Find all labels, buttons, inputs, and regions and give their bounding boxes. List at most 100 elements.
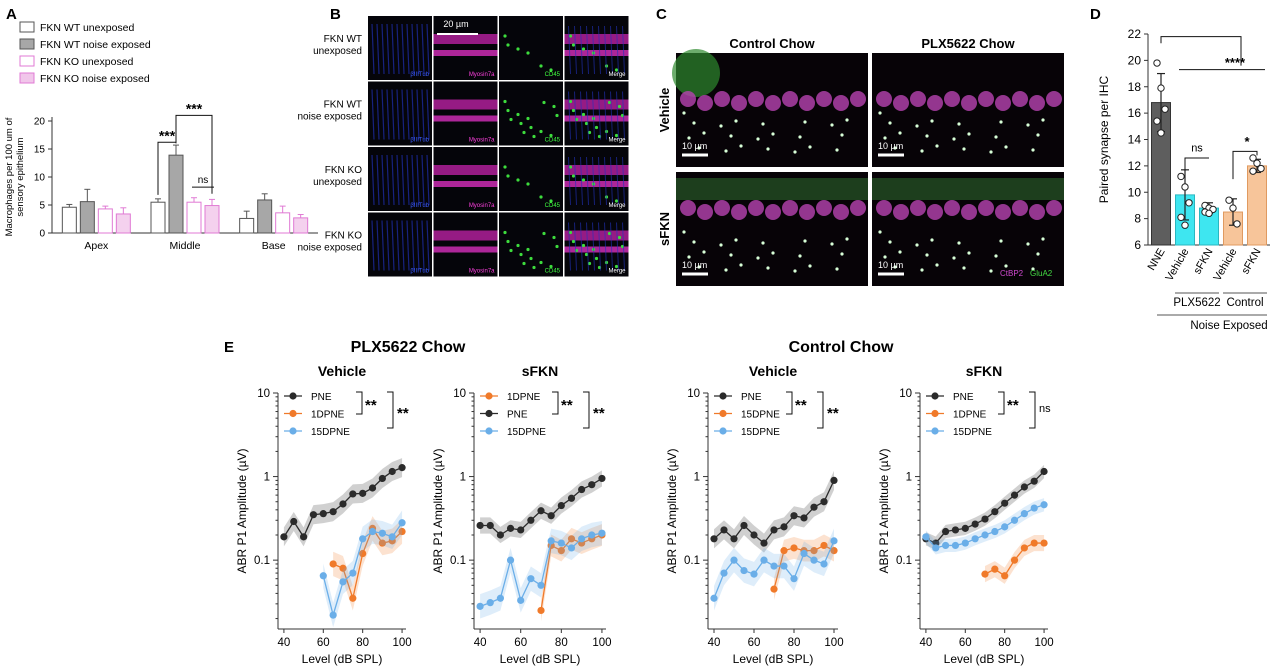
data-point <box>359 489 367 497</box>
cd45-cell <box>552 235 556 240</box>
group-label: PLX5622 <box>1173 297 1220 309</box>
hair-cell-row <box>564 230 629 241</box>
data-point <box>1233 220 1241 228</box>
data-point <box>820 560 828 568</box>
error-band <box>925 498 1045 555</box>
x-tick-label: 40 <box>708 637 721 649</box>
data-point <box>1177 172 1185 181</box>
tubulin-fiber <box>406 23 410 75</box>
synapse-puncta <box>930 238 934 242</box>
ihc-nucleus <box>961 204 977 220</box>
y-tick-label: 1 <box>264 472 270 484</box>
tubulin-fiber <box>426 220 430 271</box>
x-axis-label: Level (dB SPL) <box>500 652 581 666</box>
tubulin-fiber <box>568 222 571 271</box>
tubulin-fiber <box>416 23 420 75</box>
data-point <box>1229 204 1237 212</box>
data-point <box>961 524 969 532</box>
x-category-label: Base <box>262 240 286 252</box>
ihc-nucleus <box>765 204 781 220</box>
x-tick-label: 40 <box>920 637 933 649</box>
bar <box>293 217 309 234</box>
micrograph-tile <box>499 147 563 211</box>
data-point <box>349 490 357 498</box>
bar <box>275 212 291 234</box>
sig-bracket <box>998 391 1005 415</box>
tubulin-fiber <box>426 154 430 206</box>
ihc-nucleus <box>816 91 832 107</box>
channel-label: CD45 <box>545 269 561 275</box>
sig-bracket <box>356 391 363 415</box>
channel-label: Merge <box>608 72 626 78</box>
tubulin-fiber <box>421 220 425 271</box>
tubulin-fiber <box>580 91 583 140</box>
panel-letter-e: E <box>224 339 234 356</box>
hair-cell-row <box>433 115 498 122</box>
legend-marker <box>719 392 727 400</box>
x-tick-label: 100 <box>824 637 843 649</box>
data-point <box>780 547 788 555</box>
legend-swatch <box>19 21 35 33</box>
micrograph-tile <box>499 212 563 277</box>
tubulin-fiber <box>401 89 405 140</box>
tubulin-fiber <box>386 220 390 271</box>
row-title: Vehicle <box>657 88 672 133</box>
bar <box>257 199 273 234</box>
tubulin-fiber <box>386 23 390 75</box>
panel-e-title-control: Control Chow <box>789 339 894 356</box>
cd45-cell <box>539 129 543 134</box>
data-point <box>567 494 576 502</box>
tubulin-fiber <box>616 25 619 75</box>
data-point <box>547 512 555 520</box>
tubulin-fiber <box>616 91 619 140</box>
x-tick-label: 40 <box>278 637 291 649</box>
data-point <box>567 544 576 552</box>
data-point <box>991 565 999 573</box>
y-tick-label: 14 <box>1128 133 1142 147</box>
data-point <box>830 476 838 484</box>
cd45-cell <box>519 252 523 257</box>
synapse-puncta <box>808 264 812 268</box>
legend-marker <box>719 409 727 418</box>
cd45-cell <box>617 104 622 109</box>
y-tick-label: 0.1 <box>684 555 700 567</box>
channel-label: Merge <box>608 138 626 144</box>
ihc-nucleus <box>799 204 815 220</box>
x-tick-label: 80 <box>555 637 568 649</box>
data-point <box>720 569 728 577</box>
cd45-cell <box>516 243 520 248</box>
tubulin-fiber <box>586 25 589 75</box>
hair-cell-row <box>564 50 629 56</box>
ihc-nucleus <box>1012 91 1028 107</box>
y-tick-label: 12 <box>1128 159 1142 173</box>
synapse-puncta <box>989 150 993 154</box>
tubulin-fiber <box>622 91 625 140</box>
y-tick-label: 1 <box>906 472 912 484</box>
synapse-puncta <box>682 111 686 115</box>
ihc-nucleus <box>714 91 730 107</box>
data-point <box>598 474 606 483</box>
data-point <box>720 526 728 534</box>
cd45-cell <box>539 260 543 265</box>
data-point <box>1185 199 1193 207</box>
x-category-label: NNE <box>1146 247 1168 273</box>
data-point <box>780 562 788 570</box>
legend-marker <box>289 427 297 435</box>
synapse-puncta <box>793 269 797 273</box>
synapse-puncta <box>898 131 902 135</box>
data-point <box>537 507 545 515</box>
channel-label: βIIITub <box>410 269 429 275</box>
data-point <box>537 606 545 615</box>
synapse-puncta <box>967 132 971 136</box>
data-point <box>557 539 565 547</box>
cd45-cell <box>568 34 573 38</box>
subplot-title: Vehicle <box>318 363 366 379</box>
micrograph-tile <box>564 16 629 80</box>
tubulin-fiber <box>416 220 420 271</box>
error-band <box>714 470 834 553</box>
data-point <box>942 541 950 550</box>
ihc-nucleus <box>782 91 798 107</box>
data-point <box>1161 105 1169 113</box>
data-point <box>750 570 758 578</box>
tubulin-fiber <box>604 222 607 271</box>
